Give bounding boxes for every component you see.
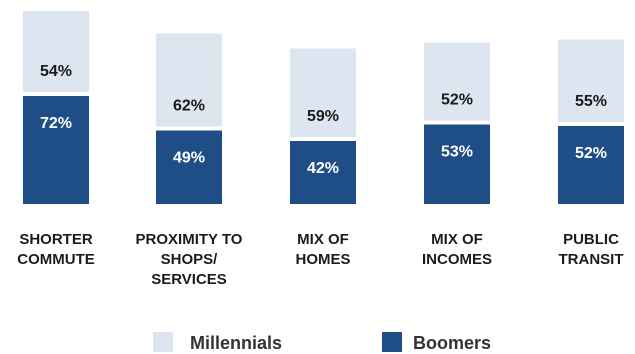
value-label-millennials-2: 59% bbox=[307, 108, 339, 125]
value-label-boomers-4: 52% bbox=[575, 145, 607, 162]
value-label-boomers-3: 53% bbox=[441, 144, 473, 161]
category-label-4: PUBLIC TRANSIT bbox=[558, 231, 624, 268]
category-label-1: PROXIMITY TO SHOPS/ SERVICES bbox=[135, 231, 243, 288]
bar-millennials-1 bbox=[156, 33, 222, 127]
value-label-boomers-2: 42% bbox=[307, 160, 339, 177]
value-label-millennials-3: 52% bbox=[441, 92, 473, 109]
legend-swatch-boomers bbox=[382, 332, 402, 352]
value-label-millennials-1: 62% bbox=[173, 98, 205, 115]
category-label-3: MIX OF INCOMES bbox=[421, 231, 492, 268]
value-label-boomers-1: 49% bbox=[173, 150, 205, 167]
value-label-millennials-0: 54% bbox=[40, 63, 72, 80]
value-label-millennials-4: 55% bbox=[575, 93, 607, 110]
value-label-boomers-0: 72% bbox=[40, 115, 72, 132]
bar-millennials-2 bbox=[290, 48, 356, 137]
chart-legend: Millennials Boomers bbox=[0, 330, 635, 354]
bar-chart: 54% 72% 62% 49% 59% 42% 52% 53% 55% 52% bbox=[23, 11, 624, 204]
bar-boomers-4 bbox=[558, 126, 624, 204]
category-label-0: SHORTER COMMUTE bbox=[17, 231, 95, 268]
bar-boomers-2 bbox=[290, 141, 356, 204]
legend-label-boomers: Boomers bbox=[413, 333, 492, 353]
bar-millennials-0 bbox=[23, 11, 89, 92]
bar-boomers-1 bbox=[156, 130, 222, 204]
legend-swatch-millennials bbox=[153, 332, 173, 352]
category-label-2: MIX OF HOMES bbox=[295, 231, 351, 268]
bar-millennials-4 bbox=[558, 39, 624, 122]
bar-boomers-3 bbox=[424, 124, 490, 204]
legend-label-millennials: Millennials bbox=[190, 333, 283, 353]
bar-millennials-3 bbox=[424, 42, 490, 121]
bar-boomers-0 bbox=[23, 96, 89, 204]
